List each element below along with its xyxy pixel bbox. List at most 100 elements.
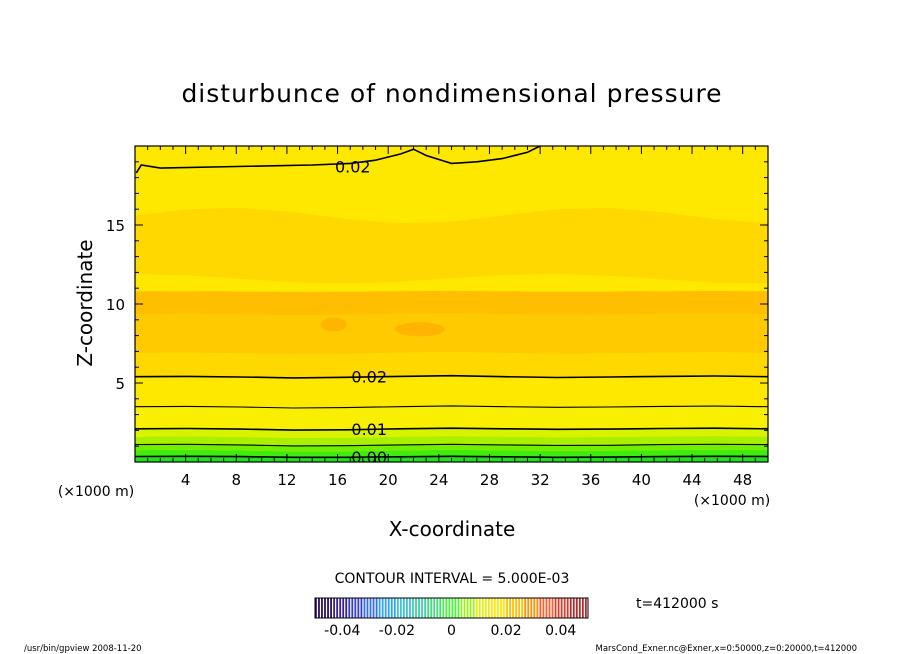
colorbar-label: -0.02 (379, 623, 415, 639)
x-tick-label: 20 (379, 471, 398, 489)
x-unit-left: (×1000 m) (58, 484, 134, 500)
colorbar-label: 0.02 (491, 623, 522, 639)
contour-line (135, 455, 768, 459)
colorbar-cell (518, 598, 521, 618)
colorbar-cell (463, 598, 466, 618)
colorbar-cell (563, 598, 566, 618)
color-band (135, 313, 768, 355)
colorbar-cell (357, 598, 360, 618)
colorbar-cell (451, 598, 454, 618)
colorbar-cell (354, 598, 357, 618)
x-tick-label: 24 (429, 471, 448, 489)
colorbar-cell (472, 598, 475, 618)
colorbar-cell (545, 598, 548, 618)
y-tick-label: 10 (106, 296, 125, 314)
x-tick-label: 44 (682, 471, 701, 489)
x-tick-label: 16 (328, 471, 347, 489)
colorbar-cell (445, 598, 448, 618)
colorbar-cell (572, 598, 575, 618)
colorbar-cell (421, 598, 423, 618)
colorbar-cell (321, 598, 323, 618)
colorbar-cell (527, 598, 530, 618)
colorbar-cell (406, 598, 408, 618)
axis-ticks (135, 146, 768, 462)
pressure-blob (394, 322, 445, 337)
color-band (135, 405, 768, 431)
chart-title: disturbunce of nondimensional pressure (181, 79, 722, 108)
color-bands (135, 207, 768, 462)
colorbar-cell (584, 598, 587, 618)
colorbar-cell (512, 598, 514, 618)
plot-area: 0.00 0.01 0.02 0.02 (135, 146, 768, 467)
x-tick-label: 8 (232, 471, 242, 489)
color-band (135, 375, 768, 408)
x-tick-label: 48 (733, 471, 752, 489)
colorbar-cell (569, 598, 572, 618)
colorbar-cell (503, 598, 505, 618)
colorbar-cell (375, 598, 378, 618)
color-band (135, 352, 768, 378)
pressure-blob (320, 317, 347, 332)
y-tick-label: 5 (115, 375, 125, 393)
colorbar-cell (327, 598, 329, 618)
colorbar-cell (466, 598, 469, 618)
contour-label: 0.00 (351, 448, 387, 467)
colorbar-cell (369, 598, 372, 618)
colorbar-cell (415, 598, 417, 618)
colorbar-cell (515, 598, 518, 618)
colorbar-cell (360, 598, 363, 618)
colorbar-cell (318, 598, 320, 618)
time-label: t=412000 s (636, 596, 718, 612)
x-tick-label: 12 (277, 471, 296, 489)
colorbar-cell (460, 598, 463, 618)
colorbar-cell (430, 598, 433, 618)
x-unit-right: (×1000 m) (694, 493, 770, 509)
colorbar-cell (387, 598, 390, 618)
colorbar-cell (330, 598, 332, 618)
colorbar-frame (314, 597, 589, 619)
colorbar-cell (539, 598, 542, 618)
colorbar-cell (363, 598, 366, 618)
x-axis-label: X-coordinate (389, 517, 516, 541)
colorbar-cell (439, 598, 442, 618)
color-band (135, 290, 768, 316)
colorbar-cell (497, 598, 499, 618)
contour-line (135, 427, 768, 431)
colorbar-cell (475, 598, 478, 618)
colorbar-cell (530, 598, 533, 618)
colorbar-cell (533, 598, 536, 618)
colorbar-cell (384, 598, 387, 618)
contour-line-top (135, 146, 541, 174)
footer-left: /usr/bin/gpview 2008-11-20 (24, 644, 142, 654)
color-band-upper (135, 207, 768, 284)
colorbar-cell (427, 598, 430, 618)
colorbar-cell (490, 598, 493, 618)
colorbar-cell (348, 598, 351, 618)
colorbar-cell (442, 598, 445, 618)
contour-label: 0.01 (351, 420, 387, 439)
colorbar-cell (390, 598, 393, 618)
colorbar-cell (342, 598, 345, 618)
colorbar-cell (575, 598, 578, 618)
colorbar-cell (536, 598, 539, 618)
colorbar-cell (554, 598, 557, 618)
colorbar-cell (469, 598, 472, 618)
pressure-blobs (320, 317, 445, 337)
colorbar-cell (448, 598, 451, 618)
x-tick-label: 28 (480, 471, 499, 489)
contour-line (135, 405, 768, 409)
colorbar-cell (478, 598, 481, 618)
x-tick-label: 32 (531, 471, 550, 489)
colorbar-cell (402, 598, 405, 618)
colorbar-cell (457, 598, 460, 618)
colorbar-cell (551, 598, 554, 618)
color-band (135, 436, 768, 446)
colorbar-label: 0.04 (545, 623, 576, 639)
contour-line (135, 443, 768, 447)
contour-interval: CONTOUR INTERVAL = 5.000E-03 (335, 571, 570, 587)
y-axis-label: Z-coordinate (73, 239, 97, 366)
colorbar-cell (409, 598, 411, 618)
contour-label-top: 0.02 (335, 158, 371, 177)
